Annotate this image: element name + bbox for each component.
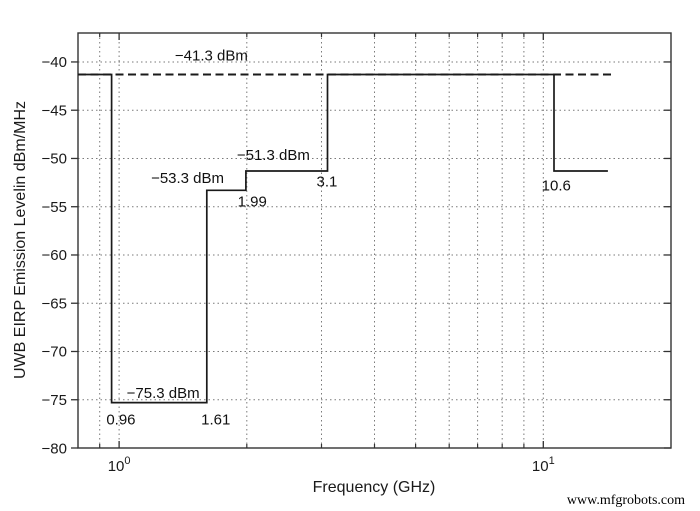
y-tick-label: −80 (42, 440, 67, 457)
y-tick-label: −60 (42, 247, 67, 264)
x-tick-label: 100 (108, 455, 131, 475)
annotation-label: 3.1 (317, 173, 338, 190)
y-tick-label: −50 (42, 151, 67, 168)
y-tick-label: −70 (42, 344, 67, 361)
y-tick-label: −65 (42, 295, 67, 312)
annotation-label: 10.6 (542, 177, 571, 194)
y-tick-label: −40 (42, 54, 67, 71)
y-tick-label: −45 (42, 102, 67, 119)
y-axis-label: UWB EIRP Emission Levelin dBm/MHz (12, 101, 29, 379)
y-tick-label: −55 (42, 199, 67, 216)
annotation-label: −51.3 dBm (237, 147, 310, 164)
emission-mask-line (78, 73, 608, 404)
annotation-label: −75.3 dBm (127, 385, 200, 402)
y-tick-label: −75 (42, 392, 67, 409)
annotation-label: −53.3 dBm (151, 170, 224, 187)
annotation-label: 1.99 (238, 194, 267, 211)
annotation-label: 0.96 (106, 411, 135, 428)
x-axis-label: Frequency (GHz) (312, 479, 436, 496)
annotation-label: 1.61 (201, 411, 230, 428)
x-tick-label: 101 (532, 455, 555, 475)
annotation-label: −41.3 dBm (175, 47, 248, 64)
watermark-text: www.mfgrobots.com (566, 493, 685, 508)
